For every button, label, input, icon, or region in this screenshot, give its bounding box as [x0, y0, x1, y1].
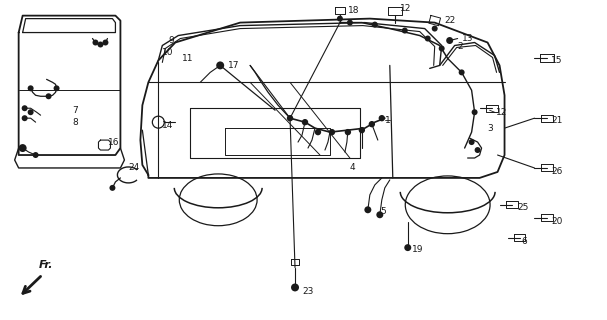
- Text: 8: 8: [72, 118, 78, 127]
- Circle shape: [359, 127, 365, 133]
- Text: 11: 11: [182, 54, 194, 63]
- Circle shape: [329, 129, 335, 135]
- Circle shape: [33, 152, 39, 158]
- Text: 20: 20: [551, 217, 563, 226]
- Text: 12: 12: [400, 4, 411, 13]
- Circle shape: [22, 105, 28, 111]
- Text: 16: 16: [109, 138, 120, 147]
- Circle shape: [92, 40, 98, 45]
- Text: 5: 5: [380, 207, 385, 216]
- Text: Fr.: Fr.: [39, 260, 53, 269]
- Text: 4: 4: [350, 164, 356, 172]
- Text: 14: 14: [162, 121, 174, 130]
- Circle shape: [98, 42, 103, 47]
- Text: 7: 7: [72, 106, 78, 115]
- Circle shape: [53, 85, 59, 91]
- Circle shape: [459, 69, 464, 76]
- Text: 26: 26: [551, 167, 563, 176]
- Circle shape: [345, 129, 351, 135]
- Circle shape: [302, 119, 308, 125]
- Text: 23: 23: [302, 287, 313, 296]
- Text: 24: 24: [129, 164, 140, 172]
- Circle shape: [379, 115, 385, 121]
- Circle shape: [22, 115, 28, 121]
- Text: 9: 9: [168, 36, 174, 45]
- Circle shape: [364, 206, 371, 213]
- Text: 15: 15: [551, 56, 563, 65]
- Text: 12: 12: [495, 108, 507, 117]
- Circle shape: [432, 26, 438, 32]
- Circle shape: [439, 45, 445, 52]
- Circle shape: [28, 109, 33, 115]
- Circle shape: [103, 40, 109, 45]
- Circle shape: [472, 109, 478, 115]
- Text: 1: 1: [385, 116, 390, 125]
- Text: 18: 18: [348, 6, 359, 15]
- Text: 17: 17: [228, 61, 240, 70]
- Text: 10: 10: [162, 48, 174, 57]
- Text: 21: 21: [551, 116, 563, 125]
- Circle shape: [446, 37, 453, 44]
- Circle shape: [376, 211, 383, 218]
- Circle shape: [287, 115, 293, 121]
- Circle shape: [368, 121, 375, 127]
- Text: 22: 22: [445, 16, 456, 25]
- Circle shape: [109, 185, 115, 191]
- Text: 25: 25: [518, 203, 529, 212]
- Circle shape: [425, 36, 431, 42]
- Circle shape: [337, 16, 343, 22]
- Circle shape: [402, 28, 408, 34]
- Text: 13: 13: [462, 34, 473, 43]
- Circle shape: [46, 93, 52, 99]
- Circle shape: [19, 144, 27, 152]
- Circle shape: [347, 20, 353, 26]
- Circle shape: [475, 147, 481, 153]
- Circle shape: [216, 61, 224, 69]
- Circle shape: [291, 284, 299, 292]
- Text: 19: 19: [412, 245, 423, 254]
- Circle shape: [469, 139, 475, 145]
- Text: 2: 2: [458, 42, 463, 51]
- Circle shape: [28, 85, 33, 91]
- Circle shape: [404, 244, 412, 251]
- Text: 6: 6: [521, 237, 527, 246]
- Circle shape: [315, 129, 321, 135]
- Text: 3: 3: [487, 124, 493, 132]
- Circle shape: [372, 22, 378, 28]
